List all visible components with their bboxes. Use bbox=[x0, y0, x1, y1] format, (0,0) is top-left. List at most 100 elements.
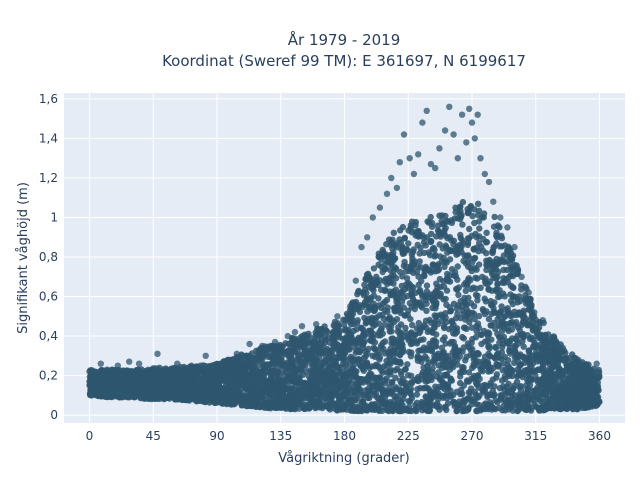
data-point bbox=[407, 385, 415, 393]
data-point bbox=[471, 254, 479, 262]
data-point bbox=[305, 373, 313, 380]
data-point bbox=[534, 326, 541, 333]
data-point bbox=[511, 342, 518, 349]
data-point bbox=[471, 264, 479, 272]
data-point bbox=[450, 330, 457, 337]
data-point bbox=[455, 291, 462, 299]
data-point bbox=[525, 398, 532, 406]
data-point bbox=[517, 383, 524, 390]
data-point bbox=[413, 230, 420, 237]
data-point bbox=[392, 384, 400, 391]
data-point bbox=[420, 344, 428, 351]
data-point bbox=[388, 328, 395, 335]
data-point bbox=[490, 223, 498, 230]
data-point bbox=[501, 373, 508, 380]
data-point bbox=[434, 392, 442, 399]
data-point bbox=[555, 365, 562, 373]
data-point bbox=[397, 268, 404, 276]
data-point bbox=[383, 406, 390, 414]
data-point bbox=[342, 390, 349, 398]
data-point bbox=[443, 319, 450, 326]
data-point bbox=[493, 361, 500, 368]
data-point bbox=[372, 346, 379, 353]
data-point bbox=[464, 239, 472, 246]
data-point bbox=[504, 340, 511, 347]
data-point bbox=[440, 254, 447, 261]
data-point bbox=[351, 387, 358, 394]
data-point bbox=[419, 304, 426, 311]
data-point bbox=[419, 369, 427, 376]
data-point bbox=[520, 330, 527, 338]
data-point bbox=[577, 386, 584, 393]
data-point bbox=[367, 294, 374, 301]
data-point bbox=[476, 225, 483, 232]
data-point bbox=[439, 349, 446, 357]
data-point bbox=[392, 308, 400, 315]
data-point bbox=[511, 308, 518, 315]
data-point bbox=[472, 358, 480, 366]
data-point bbox=[360, 379, 367, 386]
data-point bbox=[399, 250, 407, 257]
data-point bbox=[489, 376, 496, 383]
data-point bbox=[98, 376, 106, 384]
data-point bbox=[494, 280, 501, 287]
data-point bbox=[345, 330, 353, 337]
data-point bbox=[125, 385, 132, 393]
data-point bbox=[261, 369, 268, 377]
data-point bbox=[365, 327, 373, 334]
data-point bbox=[448, 317, 455, 324]
data-point bbox=[221, 395, 228, 402]
data-point bbox=[485, 368, 492, 375]
data-point bbox=[411, 305, 418, 313]
data-point bbox=[409, 321, 416, 329]
data-point bbox=[441, 227, 448, 234]
data-point bbox=[481, 295, 488, 302]
data-point bbox=[530, 391, 537, 398]
data-point bbox=[384, 304, 391, 311]
data-point bbox=[432, 251, 439, 259]
data-point bbox=[475, 312, 483, 320]
data-point bbox=[450, 300, 458, 307]
data-point bbox=[474, 297, 481, 304]
data-point bbox=[317, 346, 324, 354]
data-point bbox=[469, 212, 476, 220]
data-point bbox=[439, 313, 447, 320]
data-point bbox=[487, 297, 494, 305]
data-point bbox=[405, 240, 412, 247]
data-point bbox=[447, 308, 454, 315]
data-point bbox=[420, 239, 428, 246]
data-point bbox=[499, 279, 506, 286]
data-point bbox=[436, 212, 443, 219]
data-point bbox=[550, 392, 557, 399]
data-point bbox=[569, 385, 576, 392]
data-point bbox=[427, 237, 434, 245]
data-point bbox=[473, 328, 480, 335]
data-point bbox=[444, 270, 451, 278]
data-point bbox=[527, 334, 535, 341]
data-point bbox=[415, 281, 422, 289]
data-point bbox=[483, 229, 490, 236]
data-point bbox=[505, 364, 513, 371]
data-point bbox=[305, 330, 312, 337]
data-point bbox=[508, 386, 516, 393]
data-point bbox=[521, 390, 529, 397]
data-point bbox=[437, 293, 444, 300]
data-point bbox=[219, 362, 226, 370]
data-point bbox=[518, 282, 525, 289]
data-point bbox=[415, 347, 422, 354]
data-point bbox=[525, 322, 532, 329]
data-point bbox=[415, 377, 422, 385]
data-point bbox=[418, 358, 425, 365]
data-point bbox=[379, 311, 386, 318]
data-point bbox=[490, 304, 497, 312]
data-point bbox=[459, 390, 466, 397]
data-point bbox=[282, 363, 289, 370]
data-point bbox=[433, 280, 440, 287]
data-point bbox=[347, 353, 354, 360]
data-point bbox=[580, 380, 587, 387]
data-point bbox=[423, 282, 431, 289]
data-point bbox=[393, 394, 400, 402]
data-point bbox=[357, 405, 365, 412]
data-point bbox=[442, 242, 449, 249]
